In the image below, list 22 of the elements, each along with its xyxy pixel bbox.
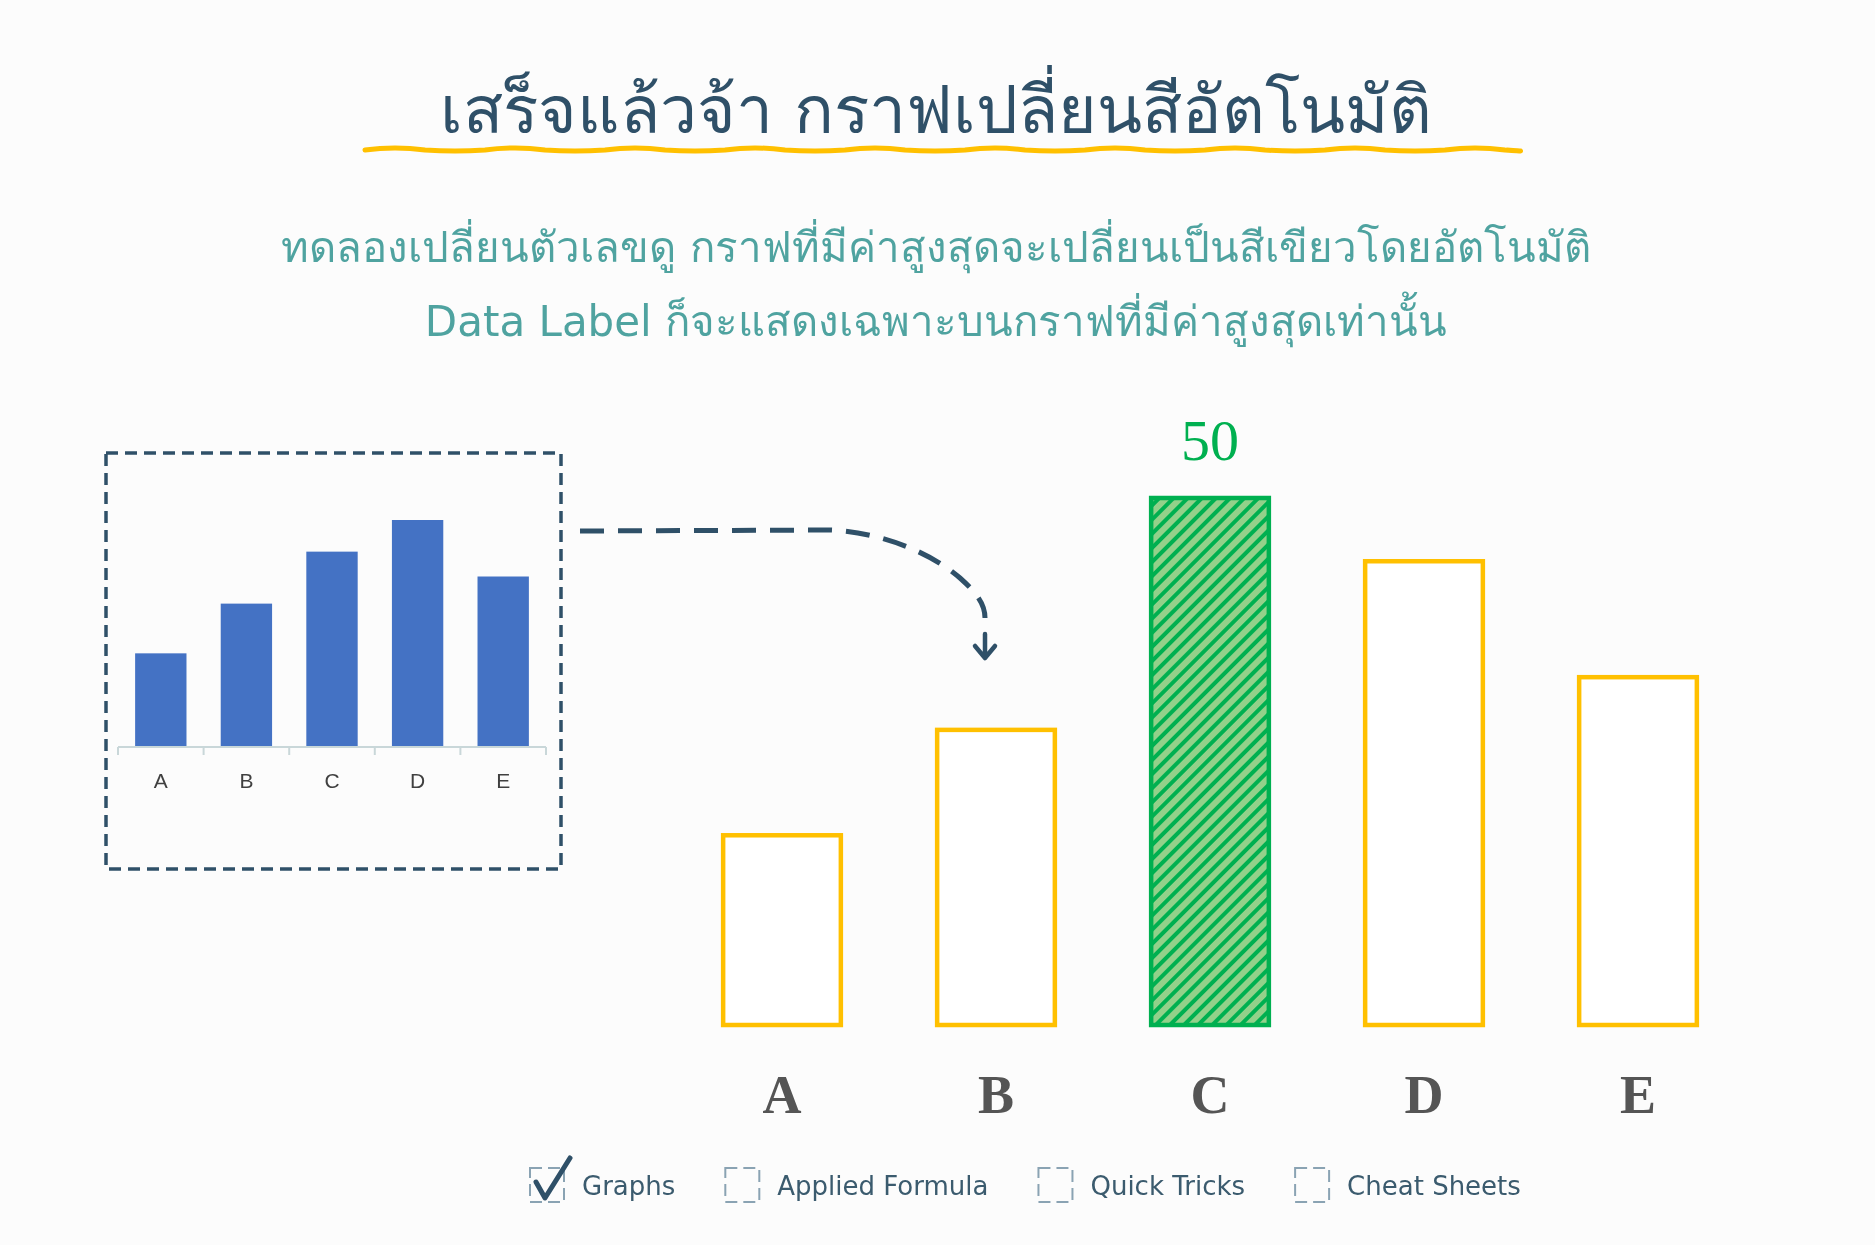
- x-tick-label: B: [977, 1065, 1015, 1125]
- x-tick-label: C: [324, 769, 340, 792]
- bar: [391, 520, 444, 746]
- x-tick-label: B: [239, 769, 254, 792]
- bar: [306, 551, 358, 746]
- x-tick-label: C: [1190, 1065, 1230, 1125]
- x-tick-label: A: [153, 769, 168, 792]
- bar: [220, 603, 273, 746]
- text: Graphs: [582, 1171, 676, 1201]
- text: ทดลองเปลี่ยนตัวเลขดู กราฟที่มีค่าสูงสุดจะเปลี่ยนเป็นสีเขียวโดยอัตโนมัติ Data Label ก็จะแสดงเฉพาะบนกราฟที่มีค่าสูงสุดเท่านั้น: [281, 219, 1591, 348]
- x-tick-label: E: [1619, 1065, 1657, 1125]
- text: Applied Formula: [777, 1171, 989, 1201]
- x-tick-label: D: [410, 769, 426, 792]
- text: Quick Tricks: [1090, 1171, 1246, 1201]
- text: Cheat Sheets: [1347, 1171, 1521, 1201]
- x-tick-label: A: [762, 1065, 802, 1125]
- data-label: 50: [1181, 408, 1239, 473]
- bar: [135, 653, 187, 746]
- x-tick-label: E: [496, 769, 511, 792]
- text: เสร็จแล้วจ้า กราฟเปลี่ยนสีอัตโนมัติ: [440, 65, 1432, 149]
- x-tick-label: D: [1404, 1065, 1444, 1125]
- bar: [477, 576, 529, 746]
